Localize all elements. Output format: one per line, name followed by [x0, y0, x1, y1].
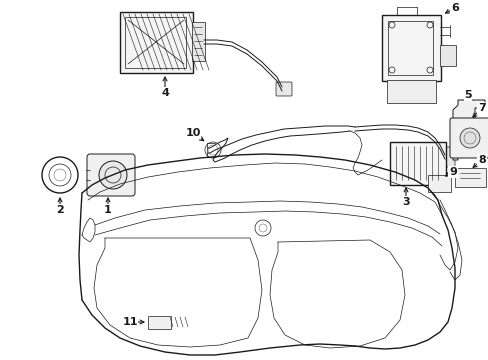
FancyBboxPatch shape: [439, 45, 454, 66]
FancyBboxPatch shape: [427, 175, 449, 192]
FancyBboxPatch shape: [381, 14, 440, 81]
FancyBboxPatch shape: [147, 315, 170, 328]
Text: 5: 5: [463, 90, 471, 100]
FancyBboxPatch shape: [386, 80, 435, 103]
FancyBboxPatch shape: [191, 22, 204, 60]
Text: 8: 8: [477, 155, 485, 165]
Text: 2: 2: [56, 205, 64, 215]
Text: 10: 10: [185, 128, 200, 138]
Polygon shape: [452, 100, 484, 160]
Text: 9: 9: [448, 167, 456, 177]
Text: 3: 3: [401, 197, 409, 207]
FancyBboxPatch shape: [275, 82, 291, 96]
Circle shape: [99, 161, 127, 189]
Text: 7: 7: [477, 103, 485, 113]
FancyBboxPatch shape: [119, 12, 192, 72]
FancyBboxPatch shape: [389, 141, 445, 184]
Text: 4: 4: [161, 88, 168, 98]
FancyBboxPatch shape: [449, 118, 488, 158]
Text: 11: 11: [122, 317, 138, 327]
FancyBboxPatch shape: [453, 167, 485, 186]
FancyBboxPatch shape: [436, 147, 454, 167]
Circle shape: [459, 128, 479, 148]
FancyBboxPatch shape: [87, 154, 135, 196]
Text: 6: 6: [450, 3, 458, 13]
Text: 1: 1: [104, 205, 112, 215]
